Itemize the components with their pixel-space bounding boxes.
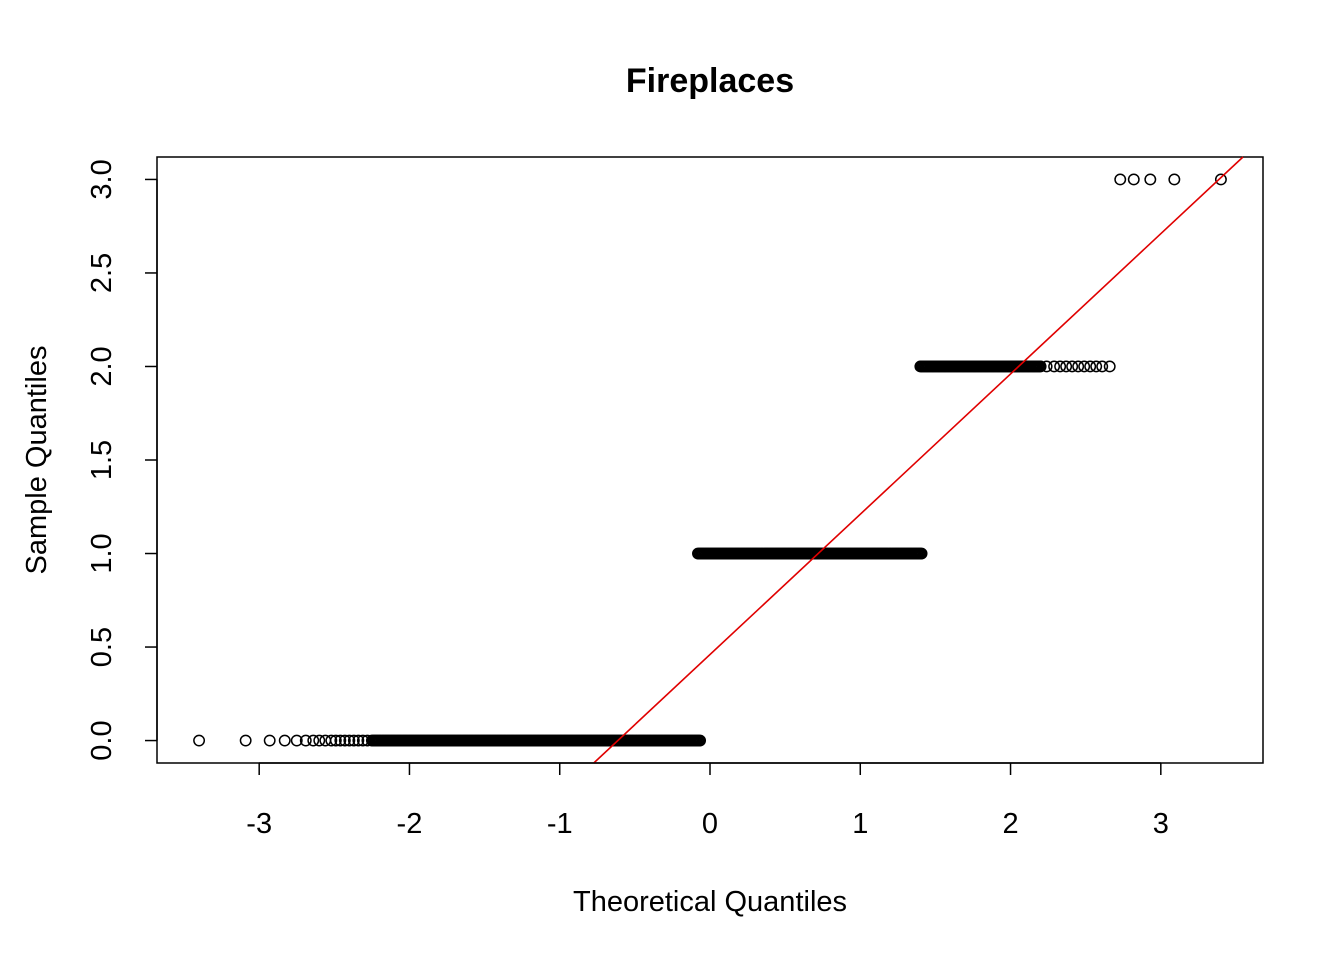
data-point — [319, 734, 332, 747]
data-point — [1084, 360, 1097, 373]
data-point — [307, 734, 320, 747]
y-tick-label: 1.5 — [86, 440, 118, 480]
data-point — [347, 734, 360, 747]
data-point — [1168, 173, 1181, 186]
data-point — [313, 734, 326, 747]
data-point — [290, 734, 303, 747]
y-tick-label: 0.5 — [86, 627, 118, 667]
data-point — [263, 734, 276, 747]
chart-title: Fireplaces — [626, 62, 794, 100]
x-axis: -3 -2 -1 0 1 2 3 — [246, 762, 1169, 840]
data-point — [361, 734, 374, 747]
x-tick-label: -2 — [397, 808, 423, 840]
data-point — [338, 734, 351, 747]
data-point — [334, 734, 347, 747]
data-point — [1090, 360, 1103, 373]
y-axis: 0.0 0.5 1.0 1.5 2.0 2.5 3.0 — [86, 159, 158, 761]
data-point — [1144, 173, 1157, 186]
x-tick-label: 1 — [852, 808, 868, 840]
data-point — [343, 734, 356, 747]
data-point — [329, 734, 342, 747]
x-tick-label: -1 — [547, 808, 573, 840]
data-point — [1040, 360, 1053, 373]
data-point — [1034, 360, 1047, 373]
data-point — [694, 734, 707, 747]
x-tick-label: 2 — [1002, 808, 1018, 840]
x-tick-label: -3 — [246, 808, 272, 840]
data-point — [1127, 173, 1140, 186]
points-layer — [193, 173, 1227, 747]
x-tick-label: 0 — [702, 808, 718, 840]
data-point — [352, 734, 365, 747]
y-tick-label: 2.0 — [86, 346, 118, 386]
data-point — [356, 734, 369, 747]
data-point — [278, 734, 291, 747]
data-point — [1054, 360, 1067, 373]
data-point — [1103, 360, 1116, 373]
y-tick-label: 3.0 — [86, 159, 118, 199]
data-point — [1048, 360, 1061, 373]
reference-line-layer — [593, 156, 1244, 764]
data-point — [1060, 360, 1073, 373]
data-point — [915, 547, 928, 560]
data-point — [1066, 360, 1079, 373]
y-tick-label: 1.0 — [86, 533, 118, 573]
plot-frame — [156, 156, 1264, 764]
data-point — [325, 734, 338, 747]
data-point — [239, 734, 252, 747]
x-axis-label: Theoretical Quantiles — [573, 886, 847, 918]
x-tick-label: 3 — [1153, 808, 1169, 840]
y-axis-label: Sample Quantiles — [21, 346, 53, 575]
data-point — [1072, 360, 1085, 373]
data-point — [1078, 360, 1091, 373]
reference-line — [593, 156, 1244, 764]
y-tick-label: 2.5 — [86, 253, 118, 293]
data-point — [1096, 360, 1109, 373]
data-point — [299, 734, 312, 747]
data-point — [1114, 173, 1127, 186]
y-tick-label: 0.0 — [86, 720, 118, 760]
data-point — [193, 734, 206, 747]
data-point — [1214, 173, 1227, 186]
